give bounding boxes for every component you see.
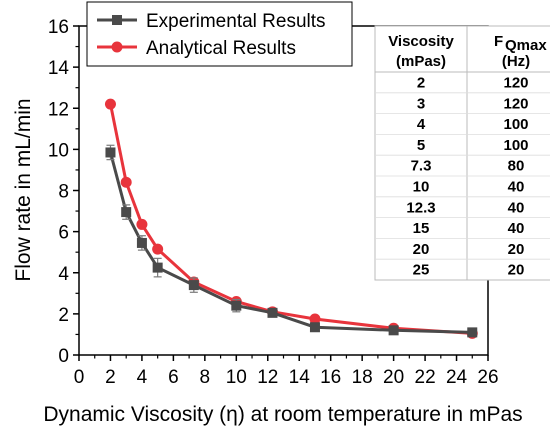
y-tick-label: 0 <box>58 346 69 367</box>
table-cell-viscosity: 4 <box>417 116 426 133</box>
table-cell-fqmax: 120 <box>503 95 528 112</box>
x-tick-label: 6 <box>168 367 179 388</box>
table-header-viscosity: Viscosity <box>388 33 454 50</box>
table-cell-fqmax: 80 <box>508 158 525 175</box>
data-point-circle <box>104 98 116 110</box>
table-cell-fqmax: 100 <box>503 116 528 133</box>
table-cell-viscosity: 15 <box>413 220 430 237</box>
x-tick-label: 0 <box>74 367 85 388</box>
legend-label-1: Analytical Results <box>146 38 296 59</box>
legend-marker-square <box>112 15 122 25</box>
y-tick-label: 4 <box>58 264 69 285</box>
y-tick-label: 16 <box>48 17 69 38</box>
series-layer <box>104 98 478 339</box>
viscosity-frequency-table: Viscosity (mPas) F Qmax(Hz) 2 120 3 120 4 100 5 100… <box>374 25 550 281</box>
x-axis-title: Dynamic Viscosity (η) at room temperatur… <box>43 403 522 426</box>
table-header-fqmax-subscript: Qmax <box>505 37 547 54</box>
x-tick-label: 18 <box>352 367 373 388</box>
table-cell-viscosity: 12.3 <box>406 199 435 216</box>
data-point-circle <box>152 243 164 255</box>
data-point-square <box>121 207 132 218</box>
data-point-square <box>152 262 163 273</box>
table-cell-viscosity: 20 <box>413 241 430 258</box>
legend-label-0: Experimental Results <box>146 11 326 32</box>
table-cell-fqmax: 20 <box>508 241 525 258</box>
series-line-1 <box>109 103 473 335</box>
table-cell-viscosity: 2 <box>417 75 425 92</box>
data-point-square <box>309 322 320 333</box>
data-point-circle <box>309 313 321 325</box>
y-tick-label: 12 <box>48 99 69 120</box>
table-header-viscosity-unit: (mPas) <box>396 53 446 70</box>
legend: Experimental Results Analytical Results <box>86 1 353 67</box>
table-cell-fqmax: 120 <box>503 75 528 92</box>
x-tick-label: 10 <box>226 367 247 388</box>
data-point-circle <box>136 218 148 230</box>
legend-box <box>86 1 353 67</box>
data-point-square <box>388 325 399 336</box>
y-tick-label: 10 <box>48 140 69 161</box>
table-cell-fqmax: 100 <box>503 137 528 154</box>
x-axis: 0 2 4 6 8 10 12 14 16 18 20 22 24 26 <box>74 355 499 388</box>
x-tick-label: 20 <box>383 367 404 388</box>
table-cell-viscosity: 7.3 <box>411 158 432 175</box>
table-cell-viscosity: 5 <box>417 137 425 154</box>
table-header-fqmax-unit: (Hz) <box>502 53 530 70</box>
y-tick-label: 8 <box>58 182 69 203</box>
data-point-circle <box>120 176 132 188</box>
table-cell-fqmax: 40 <box>508 199 525 216</box>
x-tick-label: 16 <box>320 367 341 388</box>
y-tick-label: 14 <box>48 58 70 79</box>
table-border <box>374 25 550 281</box>
data-point-square <box>105 147 116 158</box>
x-tick-label: 4 <box>137 367 148 388</box>
y-tick-label: 2 <box>58 305 69 326</box>
x-tick-label: 24 <box>446 367 468 388</box>
y-tick-label: 6 <box>58 223 69 244</box>
table-cell-fqmax: 40 <box>508 220 525 237</box>
y-axis-title: Flow rate in mL/min <box>12 98 35 281</box>
table-cell-fqmax: 40 <box>508 179 525 196</box>
table-cell-viscosity: 3 <box>417 95 425 112</box>
table-cell-viscosity: 10 <box>413 179 430 196</box>
series-line-0 <box>109 152 473 334</box>
table-header-fqmax: F <box>494 33 503 50</box>
x-tick-label: 14 <box>289 367 311 388</box>
x-tick-label: 2 <box>105 367 116 388</box>
x-tick-label: 26 <box>477 367 498 388</box>
table-cell-fqmax: 20 <box>508 262 525 279</box>
x-tick-label: 22 <box>415 367 436 388</box>
data-point-square <box>267 307 278 318</box>
data-point-square <box>231 300 242 311</box>
x-tick-label: 12 <box>257 367 278 388</box>
data-point-square <box>136 237 147 248</box>
table-cell-viscosity: 25 <box>413 262 430 279</box>
data-point-square <box>188 280 199 291</box>
x-tick-label: 8 <box>200 367 211 388</box>
data-point-square <box>467 327 478 338</box>
y-axis: 0 2 4 6 8 10 12 14 16 <box>48 17 79 367</box>
legend-marker-circle <box>111 41 123 53</box>
